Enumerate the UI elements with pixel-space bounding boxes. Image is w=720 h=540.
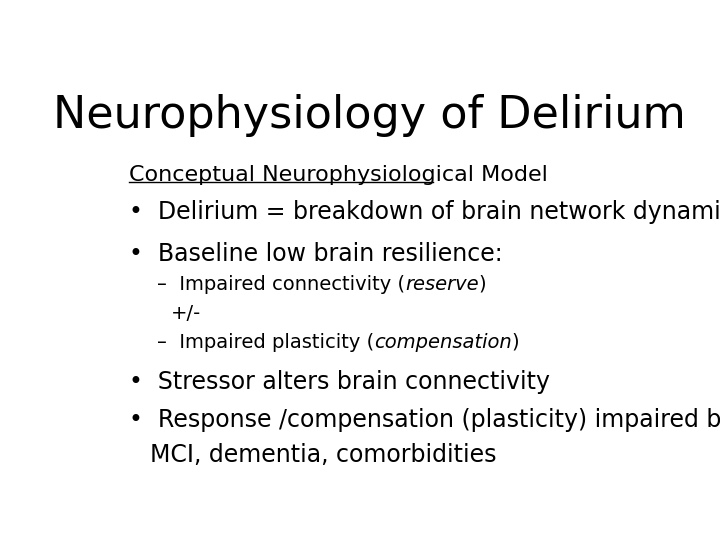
Text: ): ) <box>479 275 486 294</box>
Text: –  Impaired connectivity (: – Impaired connectivity ( <box>157 275 405 294</box>
Text: Neurophysiology of Delirium: Neurophysiology of Delirium <box>53 94 685 137</box>
Text: –  Impaired plasticity (: – Impaired plasticity ( <box>157 333 374 352</box>
Text: compensation: compensation <box>374 333 512 352</box>
Text: •  Response /compensation (plasticity) impaired by: • Response /compensation (plasticity) im… <box>129 408 720 432</box>
Text: MCI, dementia, comorbidities: MCI, dementia, comorbidities <box>150 443 497 467</box>
Text: •  Baseline low brain resilience:: • Baseline low brain resilience: <box>129 241 503 266</box>
Text: •  Stressor alters brain connectivity: • Stressor alters brain connectivity <box>129 370 550 394</box>
Text: +/-: +/- <box>171 304 201 323</box>
Text: ): ) <box>512 333 519 352</box>
Text: Conceptual Neurophysiological Model: Conceptual Neurophysiological Model <box>129 165 548 185</box>
Text: •  Delirium = breakdown of brain network dynamics: • Delirium = breakdown of brain network … <box>129 200 720 224</box>
Text: reserve: reserve <box>405 275 479 294</box>
